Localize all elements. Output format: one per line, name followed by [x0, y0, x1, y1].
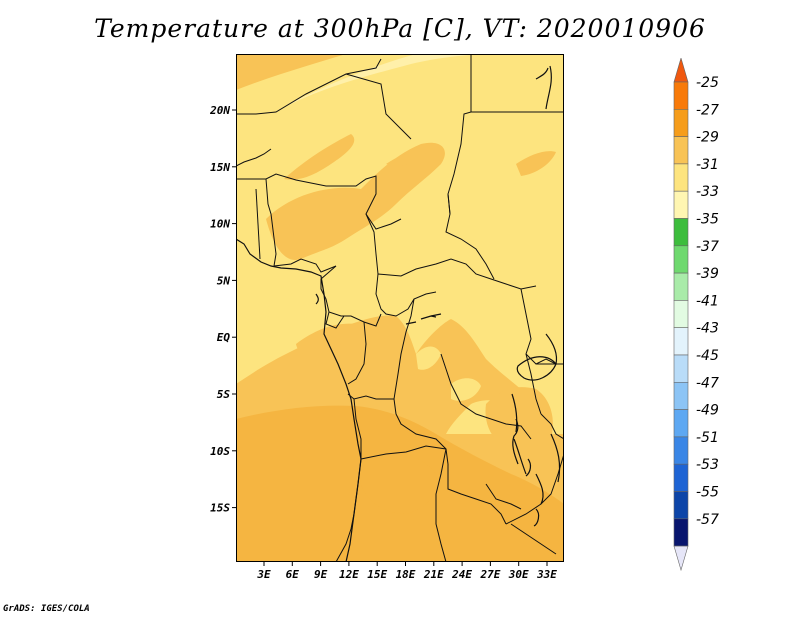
colorbar-label: -29 — [696, 130, 719, 146]
colorbar-cell — [673, 327, 689, 356]
colorbar-cell — [673, 136, 689, 165]
colorbar-top-arrow — [673, 58, 689, 83]
colorbar-label: -45 — [696, 348, 719, 364]
colorbar-cell — [673, 518, 689, 547]
colorbar-cells — [673, 58, 689, 572]
map-panel — [236, 54, 564, 562]
band-mid-nigeria — [266, 142, 445, 260]
lon-tick-label: 27E — [479, 568, 500, 581]
band-mid-sudan — [386, 152, 426, 166]
colorbar-label: -43 — [696, 321, 719, 337]
colorbar-label: -49 — [696, 403, 719, 419]
colorbar-label: -25 — [696, 75, 719, 91]
colorbar-cell — [673, 300, 689, 328]
lat-tick-label: EQ — [217, 331, 231, 344]
band-light-pocket-1 — [416, 346, 441, 370]
colorbar-cell — [673, 218, 689, 247]
lon-tick-label: 15E — [367, 568, 387, 581]
band-mid-top — [236, 54, 346, 90]
lakes — [430, 315, 557, 527]
colorbar-label: -47 — [696, 375, 719, 391]
map-border — [236, 54, 564, 562]
colorbar-label: -27 — [696, 102, 719, 118]
lat-tick-label: 5N — [217, 274, 231, 287]
colorbar-cell — [673, 108, 689, 137]
colorbar-cell — [673, 81, 689, 110]
band-light-pocket-2 — [451, 378, 481, 401]
lat-tick-label: 15S — [210, 502, 230, 515]
band-light-top — [276, 54, 496, 112]
lat-tick-label: 5S — [217, 388, 231, 401]
band-mid-east — [516, 151, 556, 176]
longitude-axis: 3E 6E 9E 12E 15E 18E 21E 24E 27E 30E 33E — [256, 562, 557, 581]
colorbar-label: -31 — [696, 157, 719, 173]
latitude-axis: 20N 15N 10N 5N EQ 5S 10S 15S — [209, 104, 236, 515]
colorbar-cell — [673, 163, 689, 192]
colorbar-cell — [673, 491, 689, 520]
colorbar-labels: -25 -27 -29 -31 -33 -35 -37 -39 -41 -43 -45 -47 -49 -… — [696, 75, 719, 528]
colorbar-label: -57 — [696, 512, 719, 528]
colorbar-cell — [673, 272, 689, 301]
lon-tick-label: 9E — [314, 568, 328, 581]
colorbar-cell — [673, 381, 689, 410]
lon-tick-label: 21E — [423, 568, 444, 581]
colorbar-label: -35 — [696, 212, 719, 228]
band-mid-east-africa — [485, 387, 553, 447]
lat-tick-label: 10N — [210, 218, 230, 231]
colorbar: -25 -27 -29 -31 -33 -35 -37 -39 -41 -43 -45 -47 -49 -… — [673, 58, 719, 572]
lon-tick-label: 24E — [451, 568, 472, 581]
colorbar-label: -37 — [696, 239, 719, 255]
colorbar-cell — [673, 409, 689, 438]
lon-tick-label: 3E — [256, 568, 271, 581]
country-borders — [236, 54, 564, 562]
colorbar-label: -39 — [696, 266, 719, 282]
lon-tick-label: 12E — [339, 568, 359, 581]
lon-tick-label: 30E — [508, 568, 529, 581]
lat-tick-label: 10S — [210, 445, 230, 458]
colorbar-label: -51 — [696, 430, 719, 446]
band-mid-north — [284, 134, 355, 180]
chart-title: Temperature at 300hPa [C], VT: 202001090… — [94, 14, 706, 43]
lon-tick-label: 18E — [396, 568, 416, 581]
credit-text: GrADS: IGES/COLA — [3, 604, 90, 614]
band-mid-gabon — [296, 323, 356, 356]
colorbar-cell — [673, 354, 689, 383]
colorbar-cell — [673, 436, 689, 465]
colorbar-cell — [673, 190, 689, 219]
colorbar-bottom-arrow — [673, 545, 689, 572]
coastlines — [236, 65, 561, 562]
colorbar-cell — [673, 245, 689, 274]
lat-tick-label: 20N — [209, 104, 230, 117]
colorbar-label: -55 — [696, 485, 719, 501]
colorbar-cell — [673, 463, 689, 492]
band-warm-zambia — [359, 452, 437, 514]
lon-tick-label: 6E — [286, 568, 300, 581]
colorbar-label: -33 — [696, 184, 719, 200]
map-svg — [236, 54, 564, 562]
colorbar-label: -41 — [696, 293, 719, 309]
colorbar-label: -53 — [696, 457, 719, 473]
lon-tick-label: 33E — [536, 568, 557, 581]
lat-tick-label: 15N — [210, 161, 230, 174]
